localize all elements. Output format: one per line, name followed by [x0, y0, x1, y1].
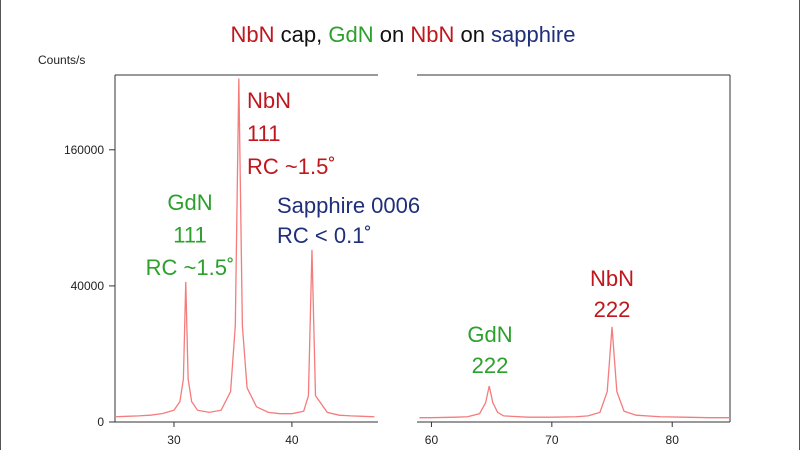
title-part: on [454, 22, 491, 47]
annotation: RC < 0.1˚ [277, 223, 372, 248]
annotation: NbN [590, 266, 634, 291]
x-tick-label: 80 [666, 433, 680, 447]
y-axis-label: Counts/s [38, 53, 85, 67]
data-line [419, 326, 730, 419]
annotation: 111 [173, 223, 206, 248]
title-part: on [374, 22, 411, 47]
x-tick-label: 70 [545, 433, 559, 447]
annotation: RC ~1.5˚ [146, 255, 235, 280]
annotation: 222 [472, 353, 509, 378]
chart-title: NbN cap, GdN on NbN on sapphire [231, 22, 576, 47]
annotation: RC ~1.5˚ [247, 154, 336, 179]
title-part: sapphire [491, 22, 575, 47]
annotation: 111 [247, 121, 280, 146]
annotation: NbN [247, 88, 291, 113]
annotation: GdN [167, 190, 212, 215]
annotation: Sapphire 0006 [277, 193, 420, 218]
x-tick-label: 40 [285, 433, 299, 447]
data-line [114, 78, 375, 418]
title-part: NbN [231, 22, 275, 47]
x-tick-label: 60 [425, 433, 439, 447]
y-tick-label: 0 [97, 415, 104, 429]
annotation: GdN [467, 322, 512, 347]
title-part: GdN [328, 22, 373, 47]
x-tick-label: 30 [167, 433, 181, 447]
y-tick-label: 40000 [71, 279, 105, 293]
y-tick-label: 160000 [64, 143, 104, 157]
annotation: 222 [594, 297, 631, 322]
title-part: NbN [410, 22, 454, 47]
title-part: cap, [275, 22, 329, 47]
